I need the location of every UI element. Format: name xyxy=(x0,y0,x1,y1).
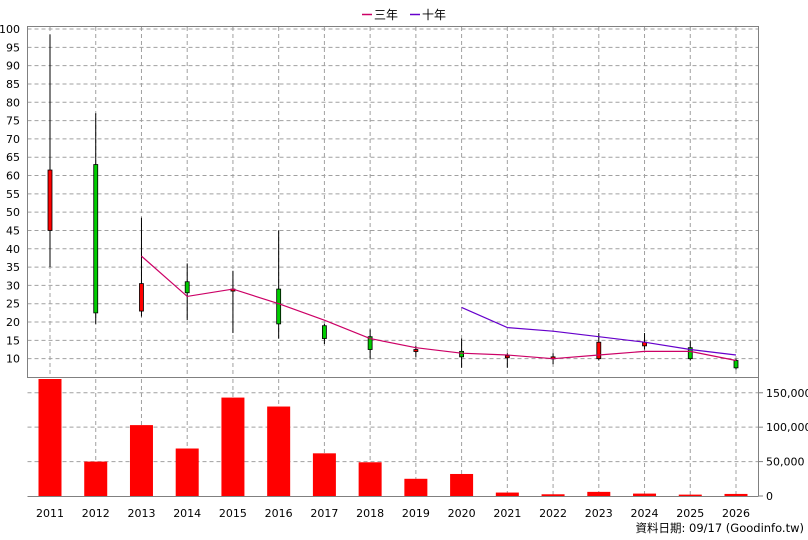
year-tick-label: 2014 xyxy=(173,507,201,520)
candle-body xyxy=(184,281,190,294)
year-axis-labels: 2011 2012 2013 2014 2015 2016 2017 2018 2019 2020… xyxy=(36,507,750,520)
price-tick-label: 10 xyxy=(6,353,20,366)
candle-body xyxy=(321,325,327,339)
price-tick-label: 25 xyxy=(6,298,20,311)
volume-bar xyxy=(84,461,108,496)
volume-bar xyxy=(587,491,611,496)
volume-bar xyxy=(38,379,62,496)
volume-bar xyxy=(221,397,245,496)
candle-body xyxy=(504,355,510,359)
price-tick-label: 55 xyxy=(6,188,20,201)
candle-body xyxy=(47,169,53,231)
volume-bar xyxy=(358,462,382,496)
legend-label-3yr: 三年 xyxy=(374,8,398,22)
volume-bar xyxy=(404,478,428,496)
price-axis-ticks: 10 15 20 25 30 35 40 45 50 55 60 65 70 75 80 85 90 95 100 xyxy=(0,23,20,366)
candle-body xyxy=(733,360,739,369)
year-tick-label: 2013 xyxy=(127,507,155,520)
volume-bars xyxy=(38,379,748,496)
average-line xyxy=(141,255,737,362)
price-tick-label: 20 xyxy=(6,316,20,329)
legend: 三年 十年 xyxy=(362,8,446,22)
price-tick-label: 95 xyxy=(6,41,20,54)
year-tick-label: 2022 xyxy=(539,507,567,520)
footer-source-date: 資料日期: 09/17 (Goodinfo.tw) xyxy=(635,521,804,535)
volume-axis-ticks: 0 50,000 100,000 150,000 xyxy=(758,387,808,503)
price-tick-label: 30 xyxy=(6,279,20,292)
volume-bar xyxy=(495,492,519,496)
price-tick-label: 45 xyxy=(6,224,20,237)
year-tick-label: 2017 xyxy=(310,507,338,520)
average-lines xyxy=(141,255,737,362)
price-plot-frame xyxy=(27,26,759,378)
year-tick-label: 2016 xyxy=(265,507,293,520)
volume-bar xyxy=(312,453,336,496)
year-tick-label: 2015 xyxy=(219,507,247,520)
volume-bar xyxy=(175,448,199,496)
price-tick-label: 35 xyxy=(6,261,20,274)
price-tick-label: 100 xyxy=(0,23,20,36)
year-tick-label: 2024 xyxy=(631,507,659,520)
legend-label-10yr: 十年 xyxy=(422,8,446,22)
volume-bar xyxy=(724,493,748,496)
candle-body xyxy=(139,283,144,312)
candle-body xyxy=(687,347,693,360)
price-tick-label: 60 xyxy=(6,170,20,183)
volume-bar xyxy=(450,473,474,496)
price-tick-label: 90 xyxy=(6,60,20,73)
price-tick-label: 50 xyxy=(6,206,20,219)
candle-body xyxy=(276,288,282,325)
volume-bar xyxy=(129,425,153,496)
year-tick-label: 2020 xyxy=(448,507,476,520)
price-tick-label: 15 xyxy=(6,334,20,347)
volume-bar xyxy=(633,493,657,496)
candle-body xyxy=(367,336,373,350)
year-tick-label: 2018 xyxy=(356,507,384,520)
year-tick-label: 2019 xyxy=(402,507,430,520)
year-tick-label: 2025 xyxy=(676,507,704,520)
price-tick-label: 40 xyxy=(6,243,20,256)
volume-tick-label: 50,000 xyxy=(766,456,805,469)
candle-body xyxy=(596,341,602,360)
volume-bar xyxy=(541,494,565,496)
price-tick-label: 65 xyxy=(6,151,20,164)
volume-tick-label: 150,000 xyxy=(766,387,808,400)
price-grid xyxy=(27,27,759,377)
average-line xyxy=(461,306,737,356)
price-tick-label: 70 xyxy=(6,133,20,146)
year-tick-label: 2011 xyxy=(36,507,64,520)
price-tick-label: 85 xyxy=(6,78,20,91)
price-tick-label: 80 xyxy=(6,96,20,109)
year-tick-label: 2012 xyxy=(82,507,110,520)
candle-body xyxy=(93,164,99,314)
year-tick-label: 2021 xyxy=(493,507,521,520)
candle-body xyxy=(459,350,465,358)
year-tick-label: 2026 xyxy=(722,507,750,520)
volume-tick-label: 0 xyxy=(766,490,773,503)
candle-body xyxy=(413,349,419,352)
volume-bar xyxy=(678,494,702,496)
price-tick-label: 75 xyxy=(6,115,20,128)
volume-tick-label: 100,000 xyxy=(766,421,808,434)
volume-bar xyxy=(267,406,291,496)
year-tick-label: 2023 xyxy=(585,507,613,520)
